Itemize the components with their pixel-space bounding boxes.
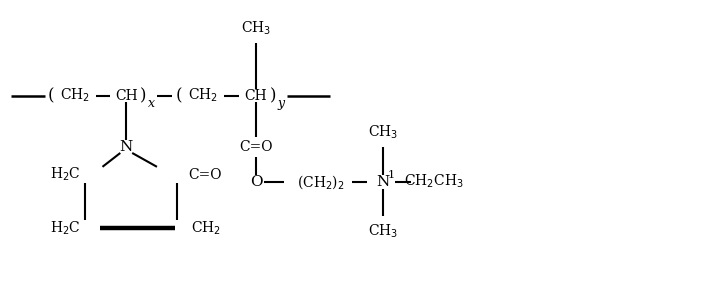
Text: 1: 1 xyxy=(387,170,394,180)
Text: CH: CH xyxy=(245,89,268,102)
Text: CH$_2$: CH$_2$ xyxy=(188,87,219,104)
Text: O: O xyxy=(249,175,262,189)
Text: ): ) xyxy=(270,87,276,104)
Text: CH$_3$: CH$_3$ xyxy=(241,19,271,37)
Text: N: N xyxy=(376,175,390,189)
Text: CH$_2$CH$_3$: CH$_2$CH$_3$ xyxy=(404,173,464,190)
Text: CH: CH xyxy=(115,89,137,102)
Text: H$_2$C: H$_2$C xyxy=(50,166,81,184)
Text: H$_2$C: H$_2$C xyxy=(50,219,81,237)
Text: CH$_3$: CH$_3$ xyxy=(368,124,398,141)
Text: C=O: C=O xyxy=(239,140,273,154)
Text: ): ) xyxy=(140,87,146,104)
Text: CH$_3$: CH$_3$ xyxy=(368,222,398,240)
Text: (CH$_2$)$_2$: (CH$_2$)$_2$ xyxy=(297,173,344,191)
Text: (: ( xyxy=(48,87,55,104)
Text: (: ( xyxy=(175,87,182,104)
Text: y: y xyxy=(277,97,284,110)
Text: CH$_2$: CH$_2$ xyxy=(190,219,221,237)
Text: C=O: C=O xyxy=(188,168,222,182)
Text: N: N xyxy=(120,140,133,154)
Text: x: x xyxy=(148,97,155,110)
Text: CH$_2$: CH$_2$ xyxy=(60,87,89,104)
